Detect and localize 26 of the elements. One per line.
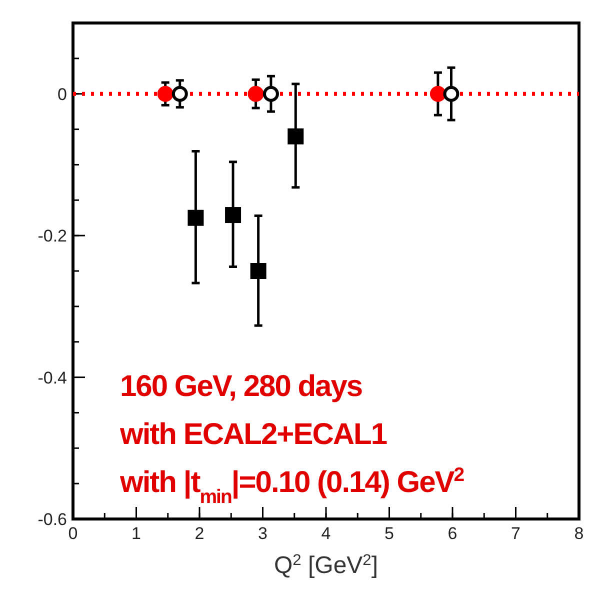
y-tick-label: -0.4 (38, 368, 67, 388)
point (250, 263, 266, 279)
annotation: with |t$_{min}$|=0.10 (0.14) GeV$^{2}$ (119, 464, 465, 508)
y-tick-label: -0.6 (38, 510, 67, 529)
x-tick-label: 5 (384, 524, 394, 543)
x-tick-label: 2 (194, 524, 204, 543)
point (157, 86, 174, 102)
x-axis-title: Q$^{2}$ [GeV$^{2}$] (274, 552, 378, 579)
x-tick-label: 7 (511, 524, 520, 543)
point (430, 86, 446, 102)
x-tick-label: 4 (321, 524, 331, 543)
annotation: with ECAL2+ECAL1 (119, 418, 387, 451)
point (248, 86, 264, 102)
point (225, 207, 242, 224)
point (288, 128, 304, 144)
x-tick-label: 6 (448, 524, 458, 543)
x-tick-label: 8 (574, 524, 584, 543)
point (262, 86, 279, 102)
x-tick-label: 1 (132, 524, 141, 543)
y-tick-label: -0.2 (38, 226, 67, 246)
point (188, 210, 204, 226)
point (172, 86, 188, 102)
y-tick-label: 0 (58, 84, 67, 104)
point (443, 86, 460, 102)
x-tick-label: 3 (258, 524, 268, 543)
annotation: 160 GeV, 280 days (120, 370, 362, 403)
